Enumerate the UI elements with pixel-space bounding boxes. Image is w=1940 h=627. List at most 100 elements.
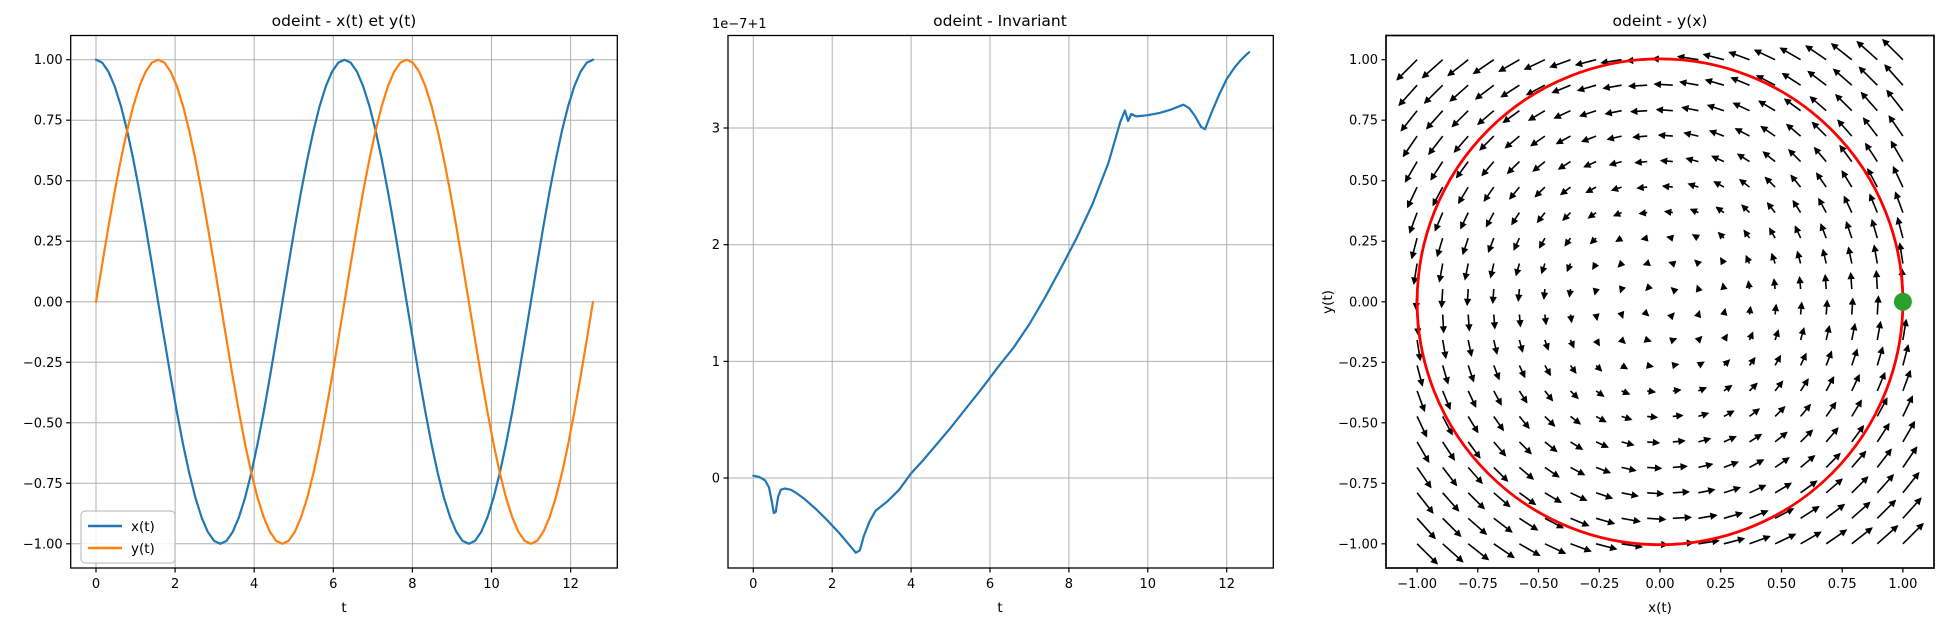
quiver-arrow bbox=[1645, 283, 1653, 292]
x-tick-label: 6 bbox=[986, 577, 994, 592]
quiver-arrow bbox=[1534, 186, 1546, 198]
quiver-arrow bbox=[1538, 237, 1546, 249]
y-tick-label: −0.75 bbox=[23, 477, 63, 492]
quiver-arrow bbox=[1542, 339, 1550, 351]
quiver-arrow bbox=[1876, 499, 1897, 519]
legend: x(t) y(t) bbox=[80, 510, 176, 564]
quiver-arrow bbox=[1672, 387, 1682, 395]
quiver-arrow bbox=[1408, 212, 1418, 234]
quiver-arrow bbox=[1851, 527, 1873, 545]
quiver-arrow bbox=[1460, 212, 1469, 230]
quiver-arrow bbox=[1663, 208, 1673, 217]
quiver-arrow bbox=[1797, 301, 1805, 315]
x-tick-label: 0 bbox=[749, 577, 757, 592]
quiver-arrow bbox=[1604, 109, 1622, 117]
quiver-arrow bbox=[1774, 482, 1793, 494]
axes-frame bbox=[1385, 34, 1935, 569]
x-tick-label: 10 bbox=[483, 577, 500, 592]
x-tick-label: 1.00 bbox=[1888, 577, 1917, 592]
quiver-arrow bbox=[1458, 186, 1469, 205]
quiver-arrow bbox=[1723, 460, 1739, 469]
quiver-arrow bbox=[1518, 390, 1528, 404]
quiver-arrow bbox=[1764, 176, 1776, 188]
quiver-arrow bbox=[1502, 110, 1520, 124]
y-tick-label: −0.75 bbox=[1338, 477, 1378, 492]
quiver-arrow bbox=[1743, 229, 1751, 239]
quiver-arrow bbox=[1485, 212, 1495, 228]
quiver-arrow bbox=[1823, 299, 1831, 315]
quiver-arrow bbox=[1540, 263, 1548, 275]
quiver-arrow bbox=[1902, 446, 1918, 468]
quiver-arrow bbox=[1555, 135, 1571, 145]
quiver-arrow bbox=[1657, 131, 1673, 140]
quiver-arrow bbox=[1720, 333, 1728, 342]
quiver-arrow bbox=[1723, 511, 1744, 520]
quiver-arrow bbox=[1472, 59, 1495, 75]
quiver-arrow bbox=[1792, 199, 1802, 214]
quiver-arrow bbox=[1493, 441, 1507, 457]
x-tick-label: 8 bbox=[1065, 577, 1073, 592]
quiver-arrow bbox=[1467, 543, 1490, 561]
quiver-arrow bbox=[1785, 123, 1802, 137]
quiver-arrow bbox=[1800, 454, 1816, 469]
quiver-arrow bbox=[1807, 70, 1827, 86]
x-tick-label: 0.75 bbox=[1828, 577, 1857, 592]
quiver-arrow bbox=[1661, 183, 1673, 191]
quiver-arrow bbox=[1672, 412, 1684, 420]
quiver-arrow bbox=[1640, 234, 1649, 242]
y-tick-label: 0.50 bbox=[1349, 174, 1378, 189]
quiver-arrow bbox=[1672, 488, 1690, 496]
quiver-arrow bbox=[1532, 160, 1546, 172]
quiver-arrow bbox=[1825, 427, 1839, 443]
quiver-arrow bbox=[1800, 480, 1818, 494]
panel-invariant-xlabel: t bbox=[997, 600, 1002, 616]
quiver-arrow bbox=[1441, 390, 1452, 411]
quiver-arrow bbox=[1493, 466, 1509, 482]
quiver-arrow bbox=[1800, 531, 1822, 545]
quiver-arrow bbox=[1488, 263, 1496, 279]
quiver-arrow bbox=[1621, 465, 1637, 473]
quiver-arrow bbox=[1847, 271, 1855, 290]
quiver-arrow bbox=[1781, 72, 1802, 86]
quiver-arrow bbox=[1746, 305, 1754, 315]
quiver-arrow bbox=[1698, 537, 1720, 546]
quiver-arrow bbox=[1749, 433, 1763, 443]
quiver-arrow bbox=[1467, 365, 1476, 383]
quiver-arrow bbox=[1490, 314, 1499, 330]
quiver-arrow bbox=[1862, 117, 1878, 137]
quiver-arrow bbox=[1790, 174, 1802, 188]
quiver-arrow bbox=[1694, 259, 1702, 268]
quiver-arrow bbox=[1683, 130, 1699, 138]
quiver-arrow bbox=[1406, 186, 1418, 209]
quiver-arrow bbox=[1902, 471, 1920, 494]
quiver-arrow bbox=[1902, 420, 1916, 443]
quiver-arrow bbox=[1868, 193, 1879, 213]
quiver-arrow bbox=[1566, 263, 1574, 273]
quiver-arrow bbox=[1749, 459, 1765, 469]
quiver-arrow bbox=[1479, 135, 1495, 151]
y-tick-label: 1 bbox=[712, 355, 720, 370]
quiver-arrow bbox=[1518, 365, 1526, 379]
quiver-arrow bbox=[1858, 66, 1878, 86]
quiver-arrow bbox=[1753, 49, 1776, 61]
quiver-arrow bbox=[1844, 221, 1853, 239]
quiver-arrow bbox=[1647, 413, 1659, 421]
quiver-arrow bbox=[1423, 84, 1444, 104]
quiver-arrow bbox=[1888, 115, 1904, 137]
quiver-arrow bbox=[1825, 401, 1837, 417]
y-tick-label: −0.50 bbox=[1338, 416, 1378, 431]
quiver-arrow bbox=[1462, 263, 1470, 281]
quiver-arrow bbox=[1894, 191, 1904, 213]
quiver-arrow bbox=[1779, 47, 1802, 61]
x-tick-label: −0.50 bbox=[1519, 577, 1559, 592]
quiver-arrow bbox=[1749, 408, 1761, 418]
quiver-arrow bbox=[1516, 314, 1524, 328]
quiver-arrow bbox=[1481, 161, 1495, 177]
series-line-xt bbox=[94, 58, 595, 545]
quiver-arrow bbox=[1544, 543, 1567, 555]
quiver-arrow bbox=[1720, 257, 1727, 266]
x-tick-label: 8 bbox=[408, 577, 416, 592]
quiver-arrow bbox=[1544, 415, 1556, 427]
